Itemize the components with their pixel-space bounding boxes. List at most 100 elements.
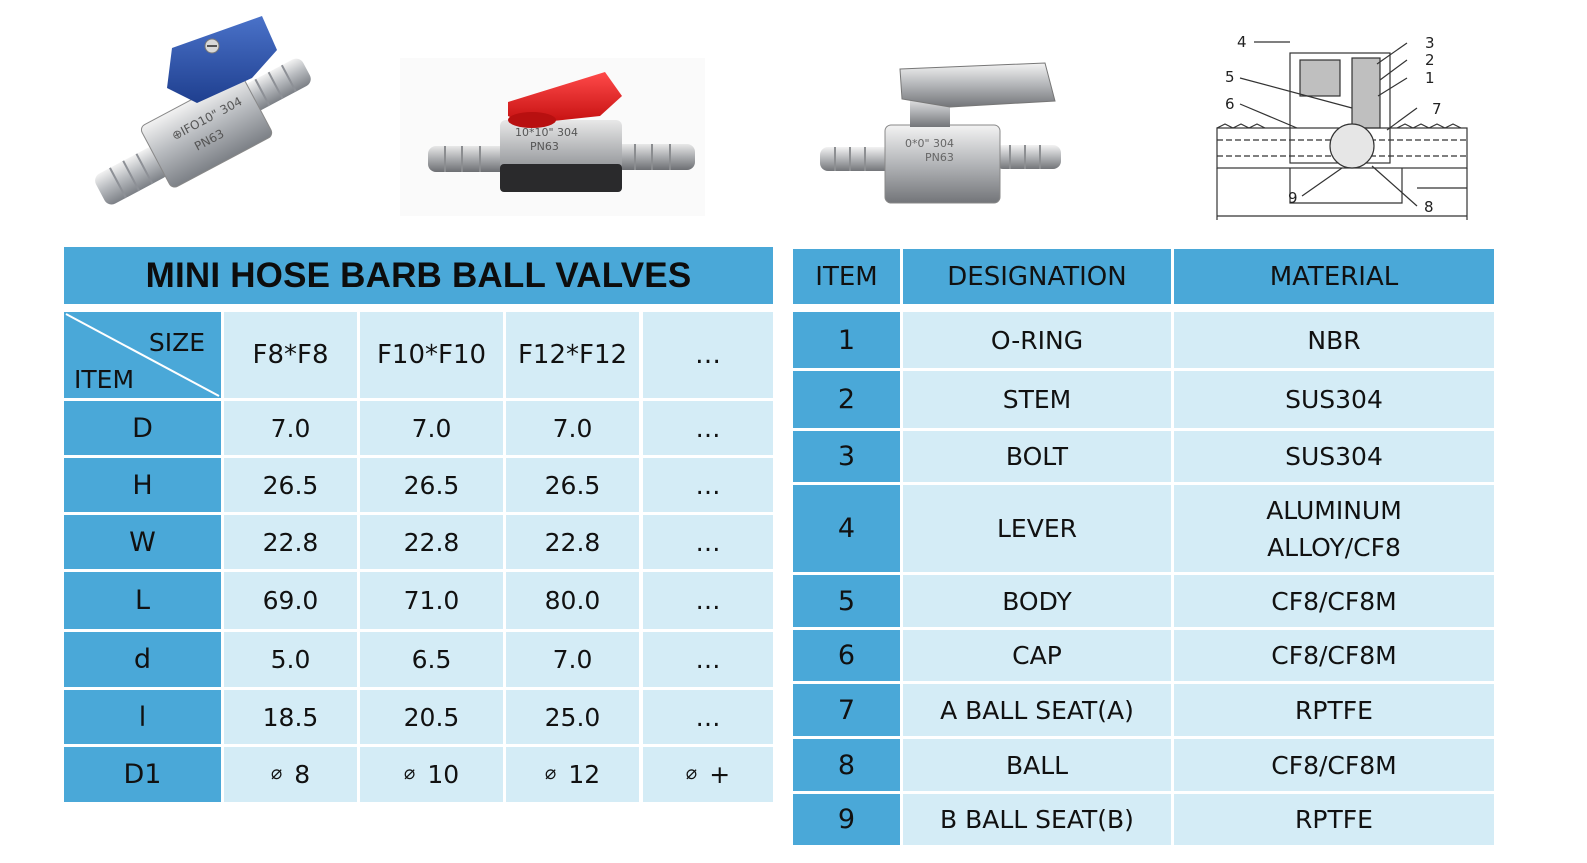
size-cell: 22.8 bbox=[360, 515, 503, 569]
valve-cross-section-diagram: 4 3 2 5 1 6 7 9 8 bbox=[1192, 28, 1492, 223]
size-cell-d1: ⌀ 8 bbox=[224, 747, 357, 802]
size-cell: 26.5 bbox=[360, 458, 503, 512]
diameter-icon: ⌀ bbox=[685, 761, 698, 784]
size-cell: … bbox=[643, 632, 773, 687]
size-cell: 22.8 bbox=[506, 515, 639, 569]
material-row-material: RPTFE bbox=[1174, 794, 1494, 845]
size-column-header: F8*F8 bbox=[224, 312, 357, 398]
size-cell-d1: ⌀ 12 bbox=[506, 747, 639, 802]
material-row-material: CF8/CF8M bbox=[1174, 630, 1494, 681]
material-row-designation: A BALL SEAT(A) bbox=[903, 684, 1171, 736]
material-line: ALLOY/CF8 bbox=[1267, 532, 1401, 562]
photo-steel-lever-valve: 0*0" 304 PN63 bbox=[810, 55, 1065, 215]
size-cell: 26.5 bbox=[506, 458, 639, 512]
material-row-item: 9 bbox=[793, 794, 900, 845]
callout-label: 6 bbox=[1225, 95, 1235, 113]
material-row-material: NBR bbox=[1174, 312, 1494, 368]
material-row-item: 8 bbox=[793, 739, 900, 791]
size-cell: 69.0 bbox=[224, 572, 357, 629]
size-row-item: L bbox=[64, 572, 221, 629]
size-cell: … bbox=[643, 458, 773, 512]
material-row-designation: BOLT bbox=[903, 431, 1171, 482]
svg-text:10*10" 304: 10*10" 304 bbox=[515, 126, 578, 139]
material-row-designation: BODY bbox=[903, 575, 1171, 627]
size-table-title: MINI HOSE BARB BALL VALVES bbox=[64, 247, 773, 304]
callout-label: 7 bbox=[1432, 100, 1442, 118]
d1-value: 8 bbox=[294, 760, 311, 789]
size-cell: 22.8 bbox=[224, 515, 357, 569]
red-lever-valve-icon: 10*10" 304 PN63 bbox=[428, 72, 695, 192]
svg-text:PN63: PN63 bbox=[530, 140, 559, 153]
size-cell-d1: ⌀ 10 bbox=[360, 747, 503, 802]
d1-value: + bbox=[709, 760, 731, 789]
material-row-material: RPTFE bbox=[1174, 684, 1494, 736]
svg-text:PN63: PN63 bbox=[925, 151, 954, 164]
material-row-item: 4 bbox=[793, 485, 900, 572]
size-cell: 71.0 bbox=[360, 572, 503, 629]
material-row-material: CF8/CF8M bbox=[1174, 575, 1494, 627]
material-row-designation: CAP bbox=[903, 630, 1171, 681]
size-row-item: l bbox=[64, 690, 221, 744]
material-row-material: SUS304 bbox=[1174, 371, 1494, 428]
material-header-designation: DESIGNATION bbox=[903, 249, 1171, 304]
size-row-item: D bbox=[64, 401, 221, 455]
callout-label: 1 bbox=[1425, 69, 1435, 87]
size-cell: … bbox=[643, 401, 773, 455]
d1-value: 12 bbox=[568, 760, 601, 789]
photo-red-lever-valve: 10*10" 304 PN63 bbox=[400, 58, 705, 216]
callout-label: 9 bbox=[1288, 189, 1298, 207]
size-cell: 20.5 bbox=[360, 690, 503, 744]
material-row-material: CF8/CF8M bbox=[1174, 739, 1494, 791]
size-cell: … bbox=[643, 690, 773, 744]
corner-size-label: SIZE bbox=[148, 328, 205, 357]
diagonal-divider bbox=[65, 313, 220, 397]
size-row-item: W bbox=[64, 515, 221, 569]
size-cell: 80.0 bbox=[506, 572, 639, 629]
size-cell: 7.0 bbox=[360, 401, 503, 455]
size-column-header: F12*F12 bbox=[506, 312, 639, 398]
photo-blue-lever-valve: ⊕IFO10" 304 PN63 bbox=[72, 8, 332, 230]
size-column-header: … bbox=[643, 312, 773, 398]
diameter-icon: ⌀ bbox=[270, 761, 283, 784]
material-row-designation: B BALL SEAT(B) bbox=[903, 794, 1171, 845]
size-cell: 7.0 bbox=[224, 401, 357, 455]
callout-label: 8 bbox=[1424, 198, 1434, 216]
size-row-item: D1 bbox=[64, 747, 221, 802]
size-item-corner: SIZE ITEM bbox=[64, 312, 221, 398]
diameter-icon: ⌀ bbox=[544, 761, 557, 784]
d1-value: 10 bbox=[427, 760, 460, 789]
material-row-item: 1 bbox=[793, 312, 900, 368]
material-row-item: 3 bbox=[793, 431, 900, 482]
material-row-material: SUS304 bbox=[1174, 431, 1494, 482]
diameter-icon: ⌀ bbox=[403, 761, 416, 784]
material-row-item: 5 bbox=[793, 575, 900, 627]
material-row-material: ALUMINUM ALLOY/CF8 bbox=[1174, 485, 1494, 572]
material-row-item: 7 bbox=[793, 684, 900, 736]
material-header-material: MATERIAL bbox=[1174, 249, 1494, 304]
blue-lever-valve-icon: ⊕IFO10" 304 PN63 bbox=[95, 16, 311, 205]
corner-item-label: ITEM bbox=[74, 365, 135, 394]
size-cell: 7.0 bbox=[506, 632, 639, 687]
size-row-item: d bbox=[64, 632, 221, 687]
callout-label: 4 bbox=[1237, 33, 1247, 51]
size-cell: 25.0 bbox=[506, 690, 639, 744]
steel-lever-valve-icon: 0*0" 304 PN63 bbox=[820, 62, 1061, 204]
material-row-designation: BALL bbox=[903, 739, 1171, 791]
size-cell: … bbox=[643, 572, 773, 629]
size-cell-d1: ⌀ + bbox=[643, 747, 773, 802]
material-row-designation: STEM bbox=[903, 371, 1171, 428]
material-header-item: ITEM bbox=[793, 249, 900, 304]
size-cell: 5.0 bbox=[224, 632, 357, 687]
callout-label: 3 bbox=[1425, 34, 1435, 52]
size-cell: 26.5 bbox=[224, 458, 357, 512]
material-row-designation: O-RING bbox=[903, 312, 1171, 368]
valve-cross-section-icon: 4 3 2 5 1 6 7 9 8 bbox=[1216, 33, 1468, 220]
size-column-header: F10*F10 bbox=[360, 312, 503, 398]
material-row-item: 6 bbox=[793, 630, 900, 681]
size-row-item: H bbox=[64, 458, 221, 512]
size-cell: 7.0 bbox=[506, 401, 639, 455]
size-cell: 18.5 bbox=[224, 690, 357, 744]
callout-label: 5 bbox=[1225, 68, 1235, 86]
size-cell: … bbox=[643, 515, 773, 569]
material-row-item: 2 bbox=[793, 371, 900, 428]
